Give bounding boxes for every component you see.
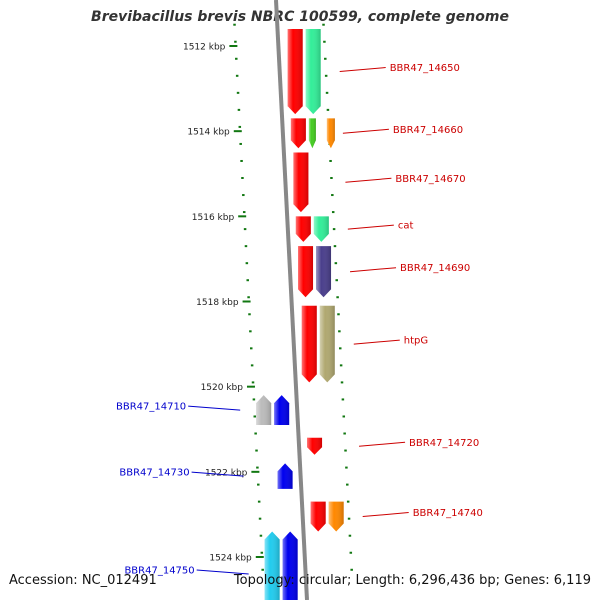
gene-track-2[interactable] xyxy=(326,118,335,149)
gene-BBR47_14730[interactable] xyxy=(277,463,293,489)
gene-features xyxy=(256,28,344,600)
accession-text: Accession: NC_012491 xyxy=(9,573,157,588)
ruler-tick-label: 1518 kbp xyxy=(196,298,239,308)
gene-track-1[interactable] xyxy=(313,216,329,242)
gene-label[interactable]: BBR47_14670 xyxy=(395,174,465,185)
gene-arrow-shading xyxy=(326,118,335,149)
label-leader-line xyxy=(362,512,409,518)
gene-arrow-shading xyxy=(307,437,323,455)
gene-label[interactable]: BBR47_14690 xyxy=(400,263,470,274)
gene-arrow-shading xyxy=(308,118,316,149)
gene-label[interactable]: BBR47_14660 xyxy=(393,125,463,136)
gene-label[interactable]: BBR47_14730 xyxy=(119,468,189,479)
gene-BBR47_14720[interactable] xyxy=(307,437,323,455)
gene-arrow-shading xyxy=(282,531,298,600)
label-leader-line xyxy=(339,67,386,73)
gene-track-1[interactable] xyxy=(319,305,335,383)
gene-label[interactable]: BBR47_14720 xyxy=(409,438,479,449)
ruler-tick-label: 1524 kbp xyxy=(209,554,252,564)
map-title: Brevibacillus brevis NBRC 100599, comple… xyxy=(91,9,509,25)
gene-BBR47_14710[interactable] xyxy=(274,395,290,425)
gene-label[interactable]: BBR47_14740 xyxy=(413,508,483,519)
gene-arrow-shading xyxy=(301,305,317,383)
gene-arrow-shading xyxy=(319,305,335,383)
gene-label[interactable]: cat xyxy=(398,221,414,232)
gene-BBR47_14670[interactable] xyxy=(293,152,309,213)
gene-track-1[interactable] xyxy=(256,395,272,425)
ruler-tick-label: 1516 kbp xyxy=(192,213,235,223)
label-leader-line xyxy=(349,267,397,273)
gene-htpG[interactable] xyxy=(301,305,317,383)
gene-arrow-shading xyxy=(328,501,344,532)
gene-track-1[interactable] xyxy=(264,531,280,600)
gene-arrow-shading xyxy=(274,395,290,425)
gene-BBR47_14660[interactable] xyxy=(290,118,306,149)
topology-text: Topology: circular; Length: 6,296,436 bp… xyxy=(233,573,591,588)
ruler-tick-label: 1514 kbp xyxy=(187,128,230,138)
gene-arrow-shading xyxy=(256,395,272,425)
gene-label[interactable]: htpG xyxy=(404,336,428,347)
label-leader-line xyxy=(188,405,241,411)
label-leader-line xyxy=(191,471,244,477)
gene-arrow-shading xyxy=(313,216,329,242)
label-leader-line xyxy=(359,441,406,447)
gene-track-1[interactable] xyxy=(316,246,332,298)
gene-arrow-shading xyxy=(310,501,326,532)
gene-arrow-shading xyxy=(305,28,321,115)
label-leader-line xyxy=(353,339,400,345)
genome-backbone xyxy=(274,0,309,600)
label-leader-line xyxy=(196,569,249,575)
ruler-tick-label: 1522 kbp xyxy=(205,468,248,478)
gene-arrow-shading xyxy=(316,246,332,298)
gene-BBR47_14650[interactable] xyxy=(287,28,303,115)
gene-cat[interactable] xyxy=(295,216,311,242)
gene-BBR47_14740[interactable] xyxy=(310,501,326,532)
gene-arrow-shading xyxy=(277,463,293,489)
gene-arrow-shading xyxy=(290,118,306,149)
gene-track-1[interactable] xyxy=(328,501,344,532)
label-leader-line xyxy=(345,177,392,183)
label-leader-line xyxy=(347,224,394,230)
ruler: 1512 kbp 1514 kbp 1516 kbp 1518 kbp 1520 kbp… xyxy=(183,23,353,571)
gene-arrow-shading xyxy=(287,28,303,115)
gene-BBR47_14750[interactable] xyxy=(282,531,298,600)
gene-label[interactable]: BBR47_14750 xyxy=(124,566,194,577)
gene-arrow-shading xyxy=(298,246,314,298)
gene-BBR47_14690[interactable] xyxy=(298,246,314,298)
gene-arrow-shading xyxy=(295,216,311,242)
label-leader-line xyxy=(342,128,389,134)
gene-label[interactable]: BBR47_14710 xyxy=(116,402,186,413)
gene-label[interactable]: BBR47_14650 xyxy=(390,63,460,74)
ruler-tick-label: 1520 kbp xyxy=(201,383,244,393)
gene-arrow-shading xyxy=(293,152,309,213)
gene-track-1[interactable] xyxy=(305,28,321,115)
gene-track-1[interactable] xyxy=(308,118,316,149)
ruler-tick-label: 1512 kbp xyxy=(183,43,226,53)
gene-arrow-shading xyxy=(264,531,280,600)
